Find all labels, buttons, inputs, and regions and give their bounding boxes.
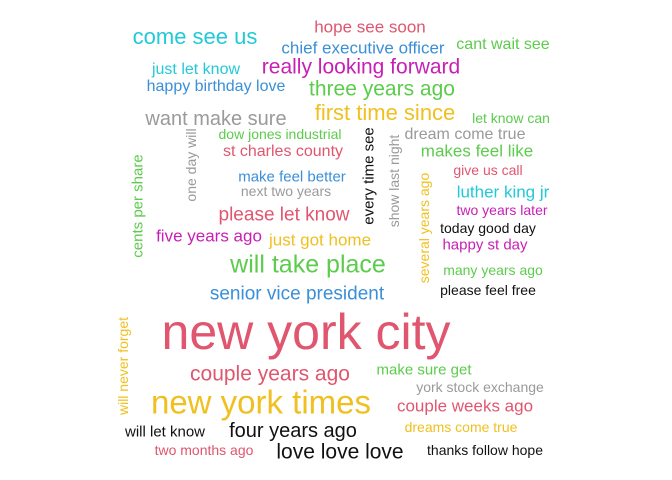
word-two-months-ago: two months ago: [154, 442, 254, 458]
word-several-years-ago: several years ago: [416, 172, 432, 284]
word-couple-years-ago: couple years ago: [190, 362, 350, 386]
word-chief-executive-officer: chief executive officer: [281, 38, 445, 58]
word-senior-vice-president: senior vice president: [209, 283, 385, 305]
word-dreams-come-true: dreams come true: [404, 419, 518, 435]
word-new-york-city: new york city: [161, 304, 451, 360]
word-will-never-forget: will never forget: [115, 316, 131, 416]
word-happy-st-day: happy st day: [442, 236, 528, 254]
word-luther-king-jr: luther king jr: [456, 182, 550, 202]
word-will-let-know: will let know: [124, 423, 206, 441]
word-please-feel-free: please feel free: [440, 282, 536, 298]
word-five-years-ago: five years ago: [156, 226, 262, 246]
word-cents-per-share: cents per share: [129, 154, 147, 258]
word-cant-wait-see: cant wait see: [456, 36, 550, 53]
word-just-let-know: just let know: [151, 61, 241, 78]
word-make-sure-get: make sure get: [376, 361, 472, 379]
word-three-years-ago: three years ago: [309, 77, 455, 101]
word-four-years-ago: four years ago: [229, 420, 357, 442]
word-one-day-will: one day will: [183, 128, 199, 202]
word-come-see-us: come see us: [132, 24, 258, 49]
word-want-make-sure: want make sure: [145, 108, 287, 130]
word-dream-come-true: dream come true: [404, 126, 526, 143]
word-first-time-since: first time since: [314, 100, 456, 125]
word-next-two-years: next two years: [240, 183, 332, 199]
word-today-good-day: today good day: [440, 220, 536, 236]
word-york-stock-exchange: york stock exchange: [416, 379, 544, 395]
word-couple-weeks-ago: couple weeks ago: [396, 396, 534, 416]
word-hope-see-soon: hope see soon: [314, 17, 426, 37]
word-every-time-see: every time see: [360, 127, 378, 225]
word-many-years-ago: many years ago: [443, 262, 543, 278]
word-love-love-love: love love love: [276, 440, 404, 464]
word-makes-feel-like: makes feel like: [420, 141, 534, 161]
word-give-us-call: give us call: [453, 162, 523, 178]
word-new-york-times: new york times: [150, 383, 372, 421]
word-dow-jones-industrial: dow jones industrial: [218, 126, 342, 142]
word-happy-birthday-love: happy birthday love: [146, 78, 286, 95]
word-please-let-know: please let know: [218, 204, 350, 226]
word-show-last-night: show last night: [386, 134, 402, 228]
word-will-take-place: will take place: [230, 250, 386, 279]
word-two-years-later: two years later: [456, 202, 548, 218]
word-just-got-home: just got home: [268, 230, 372, 250]
word-really-looking-forward: really looking forward: [261, 55, 461, 79]
word-make-feel-better: make feel better: [238, 168, 346, 186]
word-st-charles-county: st charles county: [222, 143, 344, 160]
word-let-know-can: let know can: [472, 110, 550, 126]
word-thanks-follow-hope: thanks follow hope: [427, 442, 543, 458]
